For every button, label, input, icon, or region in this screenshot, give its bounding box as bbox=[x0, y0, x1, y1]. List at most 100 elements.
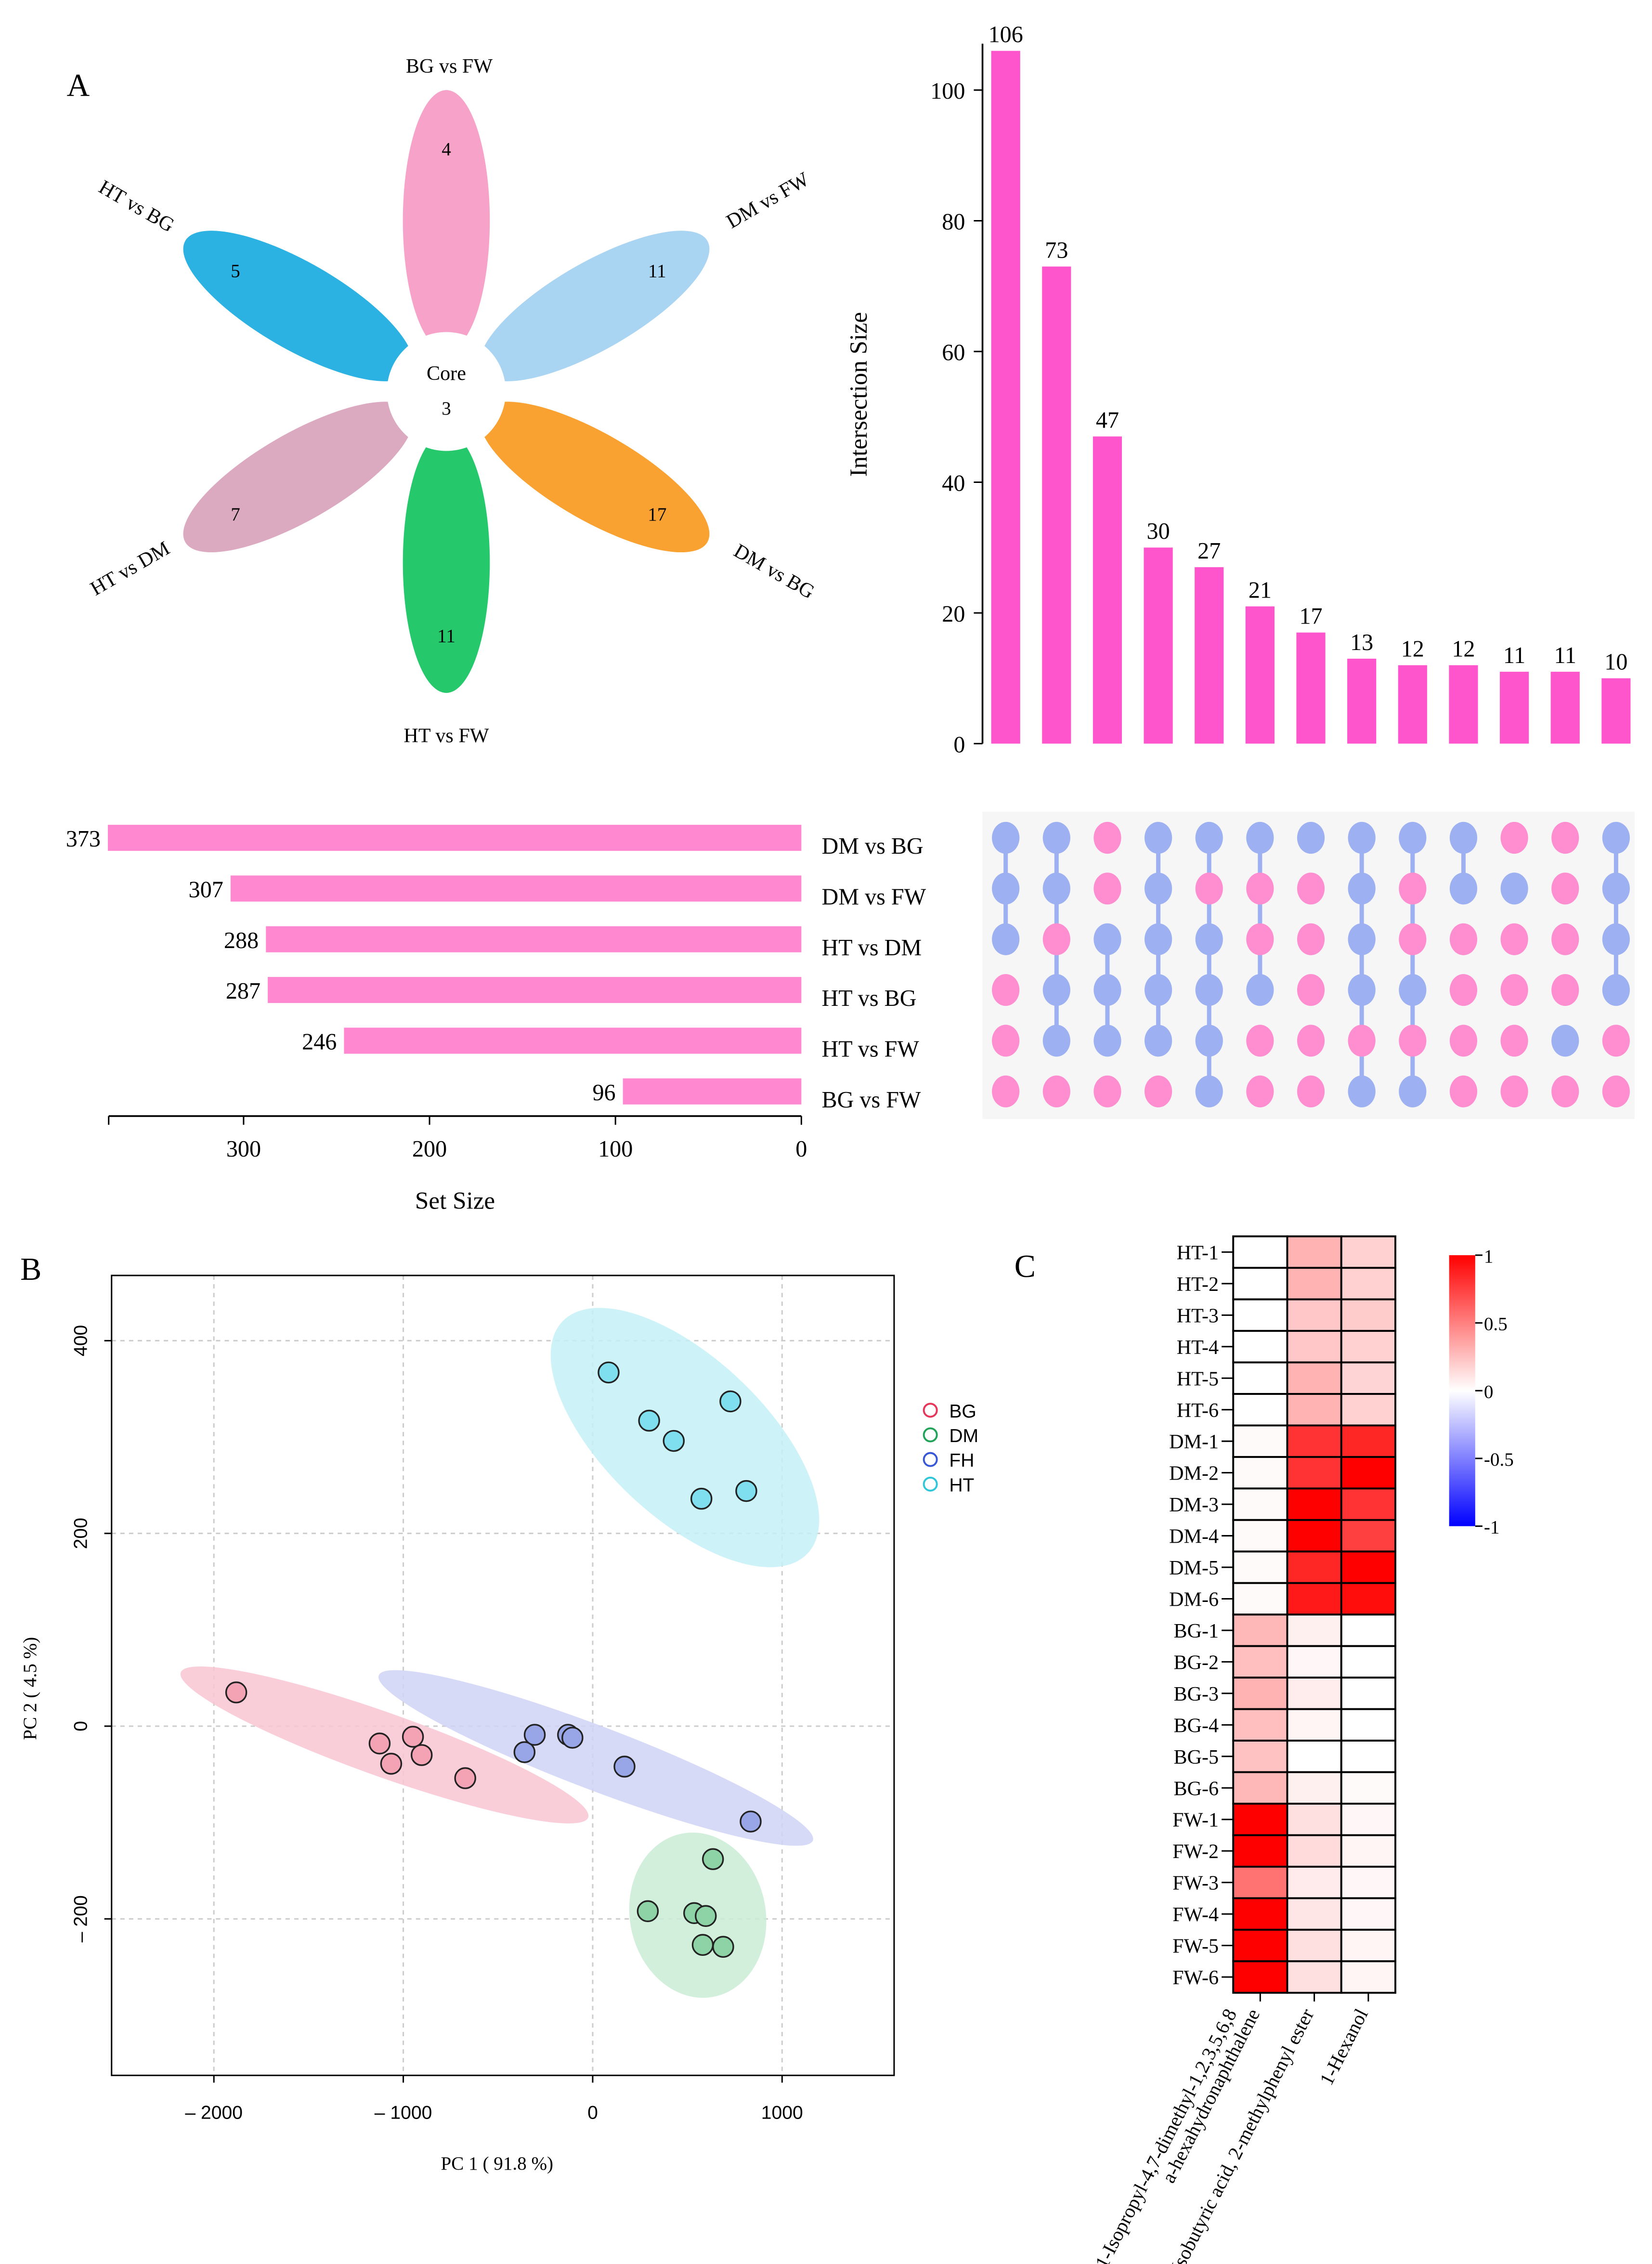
heatmap-cell bbox=[1232, 1487, 1288, 1521]
matrix-dot-off bbox=[1551, 872, 1579, 905]
confidence-ellipse bbox=[378, 1670, 813, 1846]
petal-value: 11 bbox=[648, 260, 666, 281]
matrix-dot-on bbox=[1602, 821, 1630, 854]
heatmap-cell bbox=[1232, 1708, 1288, 1742]
intersection-bar bbox=[1093, 436, 1122, 744]
matrix-dot-on bbox=[1449, 821, 1478, 854]
set-size-label: 96 bbox=[592, 1080, 615, 1106]
heatmap-cell bbox=[1340, 1865, 1396, 1900]
core-value: 3 bbox=[442, 398, 451, 419]
x-tick-label: 200 bbox=[412, 1136, 447, 1162]
data-point bbox=[740, 1810, 762, 1833]
matrix-dot-on bbox=[1195, 1025, 1223, 1057]
matrix-dot-off bbox=[1246, 923, 1274, 955]
row-label: BG-2 bbox=[1174, 1651, 1219, 1674]
data-point bbox=[561, 1727, 584, 1749]
intersection-bar bbox=[1245, 606, 1275, 744]
data-point bbox=[735, 1480, 757, 1502]
matrix-dot-off bbox=[1297, 974, 1325, 1006]
y-tick-label: – 200 bbox=[71, 1895, 91, 1942]
matrix-dot-on bbox=[1449, 872, 1478, 905]
matrix-dot-on bbox=[1093, 1025, 1121, 1057]
matrix-dot-on bbox=[1602, 974, 1630, 1006]
intersection-bar bbox=[1347, 658, 1377, 744]
matrix-dot-off bbox=[992, 1025, 1020, 1057]
heatmap-cell bbox=[1340, 1740, 1396, 1773]
plot-frame bbox=[111, 1275, 895, 2076]
color-bar-label: -1 bbox=[1484, 1517, 1500, 1538]
legend-marker bbox=[923, 1476, 938, 1492]
heatmap-cell bbox=[1232, 1928, 1288, 1963]
matrix-dot-off bbox=[1449, 1025, 1478, 1057]
matrix-dot-on bbox=[1042, 1025, 1070, 1057]
row-label: FW-2 bbox=[1172, 1840, 1219, 1863]
intersection-bar bbox=[1042, 266, 1071, 744]
petal bbox=[479, 231, 710, 381]
heatmap-cell bbox=[1232, 1613, 1288, 1647]
legend-label: FH bbox=[949, 1450, 974, 1471]
data-point bbox=[402, 1726, 424, 1748]
set-name: HT vs FW bbox=[821, 1036, 919, 1062]
matrix-dot-off bbox=[1093, 1075, 1121, 1107]
matrix-dot-on bbox=[1246, 821, 1274, 854]
matrix-dot-on bbox=[1348, 872, 1376, 905]
heatmap-cell bbox=[1232, 1550, 1288, 1584]
matrix-dot-off bbox=[1500, 1025, 1528, 1057]
row-label: BG-3 bbox=[1174, 1683, 1219, 1705]
matrix-dot-on bbox=[1348, 974, 1376, 1006]
heatmap-cell bbox=[1340, 1487, 1396, 1521]
data-point bbox=[695, 1905, 717, 1927]
heatmap-cell bbox=[1232, 1424, 1288, 1458]
set-size-label: 288 bbox=[224, 928, 259, 953]
row-label: DM-6 bbox=[1169, 1588, 1219, 1611]
matrix-dot-off bbox=[1551, 821, 1579, 854]
intersection-bar bbox=[1398, 665, 1427, 744]
y-tick-label: 20 bbox=[942, 601, 965, 627]
set-name: DM vs FW bbox=[821, 884, 926, 910]
heatmap-cell bbox=[1340, 1519, 1396, 1553]
heatmap-cell bbox=[1286, 1865, 1342, 1900]
data-point bbox=[663, 1430, 685, 1452]
intersection-bar bbox=[1195, 567, 1224, 744]
matrix-dot-off bbox=[1449, 974, 1478, 1006]
row-label: HT-3 bbox=[1177, 1304, 1219, 1327]
matrix-dot-on bbox=[1602, 923, 1630, 955]
row-label: FW-6 bbox=[1172, 1966, 1219, 1989]
heatmap-cell bbox=[1286, 1487, 1342, 1521]
heatmap-cell bbox=[1340, 1771, 1396, 1805]
heatmap-cell bbox=[1340, 1235, 1396, 1269]
y-axis-label: Intersection Size bbox=[845, 312, 872, 477]
row-label: BG-1 bbox=[1174, 1620, 1219, 1642]
heatmap-cell bbox=[1340, 1582, 1396, 1616]
heatmap-cell bbox=[1232, 1519, 1288, 1553]
legend-label: DM bbox=[949, 1426, 978, 1446]
matrix-dot-off bbox=[1551, 923, 1579, 955]
heatmap-cell bbox=[1232, 1834, 1288, 1868]
petal-value: 5 bbox=[231, 260, 240, 281]
petal-value: 7 bbox=[231, 504, 240, 525]
matrix-dot-on bbox=[1042, 821, 1070, 854]
bar-label: 30 bbox=[1147, 519, 1170, 544]
petal bbox=[403, 432, 490, 693]
petal bbox=[183, 402, 414, 553]
intersection-bar bbox=[1296, 632, 1326, 744]
heatmap-cell bbox=[1232, 1393, 1288, 1427]
bar-label: 17 bbox=[1299, 604, 1322, 629]
heatmap-cell bbox=[1286, 1393, 1342, 1427]
core-circle bbox=[387, 332, 506, 451]
petal-value: 17 bbox=[648, 504, 666, 525]
data-point bbox=[638, 1409, 660, 1432]
row-label: DM-4 bbox=[1169, 1525, 1219, 1548]
heatmap-cell bbox=[1286, 1834, 1342, 1868]
x-tick-label: 300 bbox=[226, 1136, 261, 1162]
set-size-bar bbox=[266, 926, 802, 952]
y-tick-label: 40 bbox=[942, 471, 965, 496]
heatmap-cell bbox=[1340, 1361, 1396, 1395]
data-point bbox=[598, 1361, 620, 1384]
row-label: HT-5 bbox=[1177, 1367, 1219, 1390]
data-point bbox=[613, 1756, 636, 1778]
matrix-dot-off bbox=[1449, 1075, 1478, 1107]
intersection-bar bbox=[1449, 665, 1478, 744]
matrix-dot-on bbox=[1348, 1075, 1376, 1107]
